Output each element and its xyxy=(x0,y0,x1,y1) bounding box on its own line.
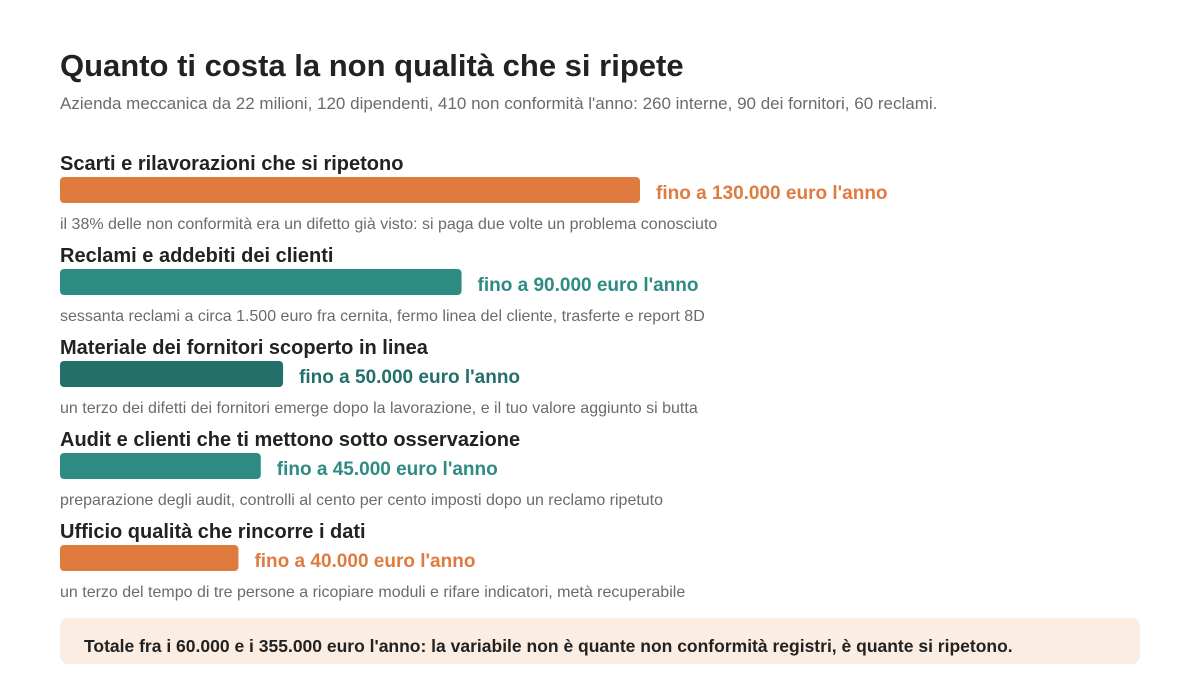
value-label: fino a 40.000 euro l'anno xyxy=(254,551,475,572)
value-label: fino a 90.000 euro l'anno xyxy=(478,275,699,296)
bar-description: un terzo del tempo di tre persone a rico… xyxy=(60,584,685,601)
bar-description: il 38% delle non conformità era un difet… xyxy=(60,216,717,233)
value-label: fino a 130.000 euro l'anno xyxy=(656,183,888,204)
bar xyxy=(60,453,261,479)
category-label: Materiale dei fornitori scoperto in line… xyxy=(60,337,429,359)
bar xyxy=(60,545,239,571)
bar xyxy=(60,269,462,295)
bar-description: preparazione degli audit, controlli al c… xyxy=(60,492,663,509)
bar xyxy=(60,361,284,387)
category-label: Ufficio qualità che rincorre i dati xyxy=(60,521,366,543)
category-label: Audit e clienti che ti mettono sotto oss… xyxy=(60,429,520,451)
bar xyxy=(60,177,640,203)
category-label: Scarti e rilavorazioni che si ripetono xyxy=(60,153,403,175)
category-label: Reclami e addebiti dei clienti xyxy=(60,245,333,267)
bar-description: un terzo dei difetti dei fornitori emerg… xyxy=(60,400,698,417)
chart-subtitle: Azienda meccanica da 22 milioni, 120 dip… xyxy=(60,94,937,113)
chart-title: Quanto ti costa la non qualità che si ri… xyxy=(60,48,684,83)
value-label: fino a 50.000 euro l'anno xyxy=(299,367,520,388)
bar-description: sessanta reclami a circa 1.500 euro fra … xyxy=(60,308,705,325)
total-box xyxy=(60,618,1140,664)
value-label: fino a 45.000 euro l'anno xyxy=(277,459,498,480)
total-note: Totale fra i 60.000 e i 355.000 euro l'a… xyxy=(84,636,1013,656)
